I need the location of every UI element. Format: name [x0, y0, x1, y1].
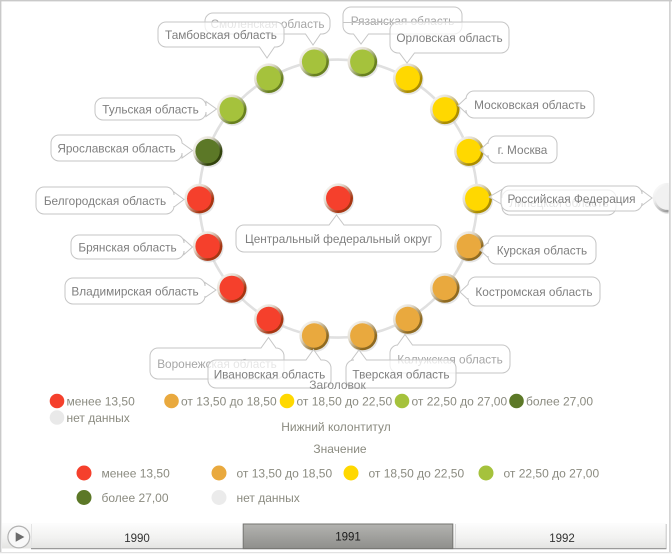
svg-text:Российская Федерация: Российская Федерация: [507, 192, 635, 206]
svg-text:нет данных: нет данных: [67, 411, 130, 425]
svg-text:Владимирская область: Владимирская область: [71, 284, 198, 298]
svg-text:Тамбовская область: Тамбовская область: [165, 28, 277, 42]
svg-text:Ивановская область: Ивановская область: [214, 367, 326, 381]
svg-text:менее 13,50: менее 13,50: [67, 395, 136, 409]
svg-text:г. Москва: г. Москва: [498, 143, 548, 157]
svg-text:от 13,50 до 18,50: от 13,50 до 18,50: [237, 467, 333, 481]
svg-text:1991: 1991: [335, 532, 361, 544]
svg-text:Центральный федеральный округ: Центральный федеральный округ: [245, 232, 432, 246]
svg-text:Костромская область: Костромская область: [475, 285, 592, 299]
svg-text:Заголовок: Заголовок: [309, 378, 366, 392]
svg-text:Орловская область: Орловская область: [396, 31, 502, 45]
svg-text:1992: 1992: [549, 533, 575, 545]
svg-text:от 18,50 до 22,50: от 18,50 до 22,50: [297, 395, 393, 409]
svg-text:Московская область: Московская область: [474, 98, 586, 112]
svg-text:более 27,00: более 27,00: [526, 395, 593, 409]
svg-text:менее 13,50: менее 13,50: [102, 467, 171, 481]
svg-text:от 22,50 до 27,00: от 22,50 до 27,00: [504, 467, 600, 481]
svg-text:более 27,00: более 27,00: [102, 491, 169, 505]
svg-text:Значение: Значение: [313, 442, 367, 456]
svg-text:от 22,50 до 27,00: от 22,50 до 27,00: [412, 395, 508, 409]
svg-text:от 13,50 до 18,50: от 13,50 до 18,50: [181, 395, 277, 409]
svg-text:нет данных: нет данных: [237, 491, 300, 505]
svg-text:Тульская область: Тульская область: [102, 102, 198, 116]
svg-text:Ярославская область: Ярославская область: [57, 141, 175, 155]
svg-text:Брянская область: Брянская область: [78, 240, 176, 254]
svg-text:Белгородская область: Белгородская область: [44, 194, 166, 208]
svg-text:Курская область: Курская область: [497, 243, 587, 257]
svg-text:Нижний колонтитул: Нижний колонтитул: [281, 420, 391, 434]
svg-text:Тверская область: Тверская область: [352, 367, 449, 381]
svg-text:1990: 1990: [124, 533, 150, 545]
svg-text:от 18,50 до 22,50: от 18,50 до 22,50: [369, 467, 465, 481]
